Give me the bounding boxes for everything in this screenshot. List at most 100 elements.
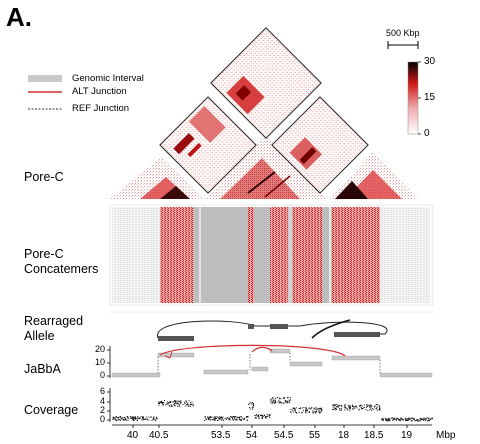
coverage-point — [187, 404, 189, 406]
coverage-point — [216, 418, 218, 419]
coverage-point — [167, 402, 169, 404]
coverage-point — [251, 406, 253, 408]
coverage-point — [318, 408, 320, 410]
concatemer-block-chr-a — [160, 207, 193, 303]
coverage-point — [133, 418, 134, 420]
coverage-point — [315, 410, 317, 412]
coverage-point — [178, 401, 180, 403]
coverage-point — [172, 401, 174, 403]
coverage-point — [156, 418, 158, 420]
coverage-point — [224, 418, 226, 420]
coverage-point — [124, 418, 126, 419]
coverage-point — [120, 417, 122, 419]
coverage-point — [310, 408, 312, 410]
coverage-point — [367, 409, 369, 411]
coverage-point — [350, 407, 351, 409]
coverage-point — [130, 416, 132, 418]
coverage-point — [117, 419, 119, 421]
coverage-axis-tick: 2 — [99, 405, 105, 415]
coverage-point — [417, 420, 419, 422]
coverage-point — [189, 405, 191, 407]
coverage-point — [311, 407, 313, 408]
coverage-point — [158, 404, 160, 406]
colorbar-gradient — [407, 61, 419, 135]
coverage-point — [332, 405, 334, 407]
coverage-point — [279, 401, 281, 403]
coverage-point — [137, 417, 139, 419]
coverage-point — [358, 409, 360, 411]
coverage-point — [190, 404, 192, 406]
coverage-point — [339, 408, 341, 409]
coverage-point — [381, 419, 383, 421]
coverage-point — [346, 408, 348, 410]
coverage-point — [174, 400, 176, 401]
coverage-point — [146, 419, 148, 421]
coverage-point — [137, 420, 139, 421]
coverage-point — [219, 417, 221, 418]
coverage-point — [388, 418, 390, 419]
coverage-point — [374, 405, 376, 407]
coverage-point — [339, 409, 341, 411]
coverage-point — [248, 403, 250, 405]
coverage-point — [246, 416, 248, 418]
coverage-point — [244, 418, 245, 420]
coverage-point — [305, 412, 307, 414]
coverage-point — [178, 405, 180, 407]
coverage-point — [351, 405, 353, 407]
coverage-point — [167, 403, 169, 405]
concatemer-block-chr-c — [332, 207, 380, 303]
coverage-point — [382, 418, 384, 420]
coverage-point — [401, 418, 403, 420]
coverage-point — [122, 419, 124, 420]
coverage-point — [371, 409, 373, 411]
coverage-point — [148, 416, 150, 418]
coverage-point — [231, 416, 233, 418]
coverage-point — [373, 408, 375, 410]
coverage-point — [253, 403, 254, 405]
coverage-point — [256, 414, 257, 416]
coverage-point — [388, 420, 390, 422]
coverage-point — [318, 409, 320, 411]
coverage-point — [315, 411, 317, 413]
coverage-point — [251, 403, 253, 405]
coverage-point — [174, 403, 175, 405]
coverage-point — [301, 407, 303, 409]
coverage-point — [213, 416, 215, 418]
coverage-point — [394, 417, 395, 419]
coverage-point — [153, 417, 155, 419]
coverage-point — [313, 407, 315, 409]
coverage-point — [415, 420, 417, 422]
coverage-point — [379, 409, 381, 411]
coverage-point — [173, 400, 175, 402]
coverage-point — [115, 416, 117, 418]
coverage-point — [298, 408, 300, 410]
coverage-point — [430, 418, 432, 420]
row-label-coverage: Coverage — [24, 403, 79, 417]
coverage-point — [367, 405, 369, 406]
coverage-point — [235, 419, 237, 421]
coverage-point — [427, 417, 429, 419]
coverage-point — [319, 412, 321, 414]
coverage-point — [290, 412, 292, 414]
coverage-point — [126, 416, 128, 418]
coverage-point — [236, 419, 238, 421]
coverage-point — [315, 412, 317, 414]
concatemer-block-chr-b1 — [248, 207, 254, 303]
coverage-point — [419, 418, 421, 420]
x-axis-tick: 40 — [127, 430, 139, 441]
coverage-point — [308, 408, 310, 410]
coverage-point — [407, 419, 409, 421]
coverage-point — [188, 404, 190, 406]
coverage-point — [175, 400, 177, 402]
coverage-point — [245, 417, 247, 419]
coverage-point — [333, 407, 335, 409]
coverage-point — [177, 401, 179, 403]
coverage-point — [356, 407, 358, 409]
coverage-point — [238, 417, 240, 419]
coverage-point — [270, 400, 272, 402]
coverage-point — [132, 416, 134, 418]
x-axis-unit: Mbp — [436, 430, 456, 441]
coverage-point — [400, 418, 402, 420]
coverage-point — [287, 402, 288, 404]
coverage-point — [184, 401, 186, 403]
